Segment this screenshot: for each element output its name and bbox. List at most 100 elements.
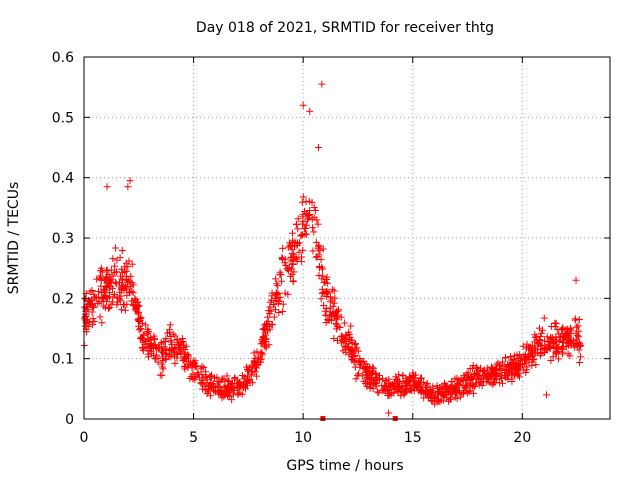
data-point	[90, 317, 98, 325]
data-point	[542, 345, 550, 353]
data-point	[466, 365, 474, 373]
data-point	[546, 342, 554, 350]
data-point	[111, 262, 119, 270]
data-point	[129, 301, 137, 309]
data-point	[572, 276, 580, 284]
data-point	[381, 387, 389, 395]
data-point	[167, 338, 175, 346]
data-point	[348, 346, 356, 354]
data-point	[98, 319, 106, 327]
data-point	[509, 364, 517, 372]
data-point	[330, 299, 338, 307]
data-point	[358, 372, 366, 380]
data-point	[554, 355, 562, 363]
data-point	[187, 373, 195, 381]
data-point	[341, 342, 349, 350]
data-point	[289, 256, 297, 264]
data-point	[319, 245, 327, 253]
y-tick-label: 0.5	[52, 110, 74, 126]
data-point	[314, 220, 322, 228]
data-point	[498, 374, 506, 382]
data-point	[463, 370, 471, 378]
data-point	[166, 321, 174, 329]
data-point	[304, 212, 312, 220]
data-point	[515, 357, 523, 365]
data-point	[469, 362, 477, 370]
data-point	[215, 383, 223, 391]
data-point	[181, 362, 189, 370]
data-point	[214, 378, 222, 386]
data-point	[315, 251, 323, 259]
data-point	[515, 373, 523, 381]
data-point	[238, 390, 246, 398]
data-point	[98, 268, 106, 276]
data-point	[121, 282, 129, 290]
data-point	[278, 254, 286, 262]
data-point	[469, 389, 477, 397]
data-point	[351, 340, 359, 348]
x-tick-label: 10	[294, 430, 312, 446]
data-point	[299, 213, 307, 221]
data-point	[248, 367, 256, 375]
data-point	[541, 337, 549, 345]
data-point	[162, 355, 170, 363]
data-point	[279, 255, 287, 263]
data-point	[423, 387, 431, 395]
data-point	[178, 335, 186, 343]
data-point	[121, 306, 129, 314]
data-point	[489, 380, 497, 388]
data-point	[431, 392, 439, 400]
data-point	[374, 388, 382, 396]
data-point	[353, 344, 361, 352]
data-point	[461, 384, 469, 392]
data-point	[303, 216, 311, 224]
data-point	[575, 327, 583, 335]
data-point	[400, 389, 408, 397]
data-point	[341, 336, 349, 344]
data-point	[126, 289, 134, 297]
data-point	[375, 372, 383, 380]
data-point	[502, 353, 510, 361]
data-point	[528, 356, 536, 364]
data-point	[192, 362, 200, 370]
data-point	[330, 335, 338, 343]
data-point	[298, 198, 306, 206]
data-point	[549, 353, 557, 361]
data-point	[519, 342, 527, 350]
data-point	[322, 287, 330, 295]
data-point	[91, 294, 99, 302]
data-point	[299, 220, 307, 228]
data-point	[551, 323, 559, 331]
data-point	[341, 319, 349, 327]
data-point	[386, 383, 394, 391]
data-point	[490, 366, 498, 374]
data-point	[328, 286, 336, 294]
x-axis-label: GPS time / hours	[286, 458, 403, 474]
data-point	[429, 387, 437, 395]
data-point	[363, 379, 371, 387]
data-point	[566, 352, 574, 360]
data-point	[576, 353, 584, 361]
data-point	[203, 373, 211, 381]
data-point	[332, 319, 340, 327]
data-point	[366, 383, 374, 391]
data-point	[275, 308, 283, 316]
data-point	[402, 379, 410, 387]
data-point	[347, 352, 355, 360]
data-point	[520, 352, 528, 360]
data-point	[496, 379, 504, 387]
data-point	[246, 364, 254, 372]
data-point	[345, 330, 353, 338]
data-point	[288, 270, 296, 278]
data-point	[101, 304, 109, 312]
data-point	[105, 305, 113, 313]
data-point	[88, 308, 96, 316]
data-point	[418, 386, 426, 394]
data-point	[197, 365, 205, 373]
data-point	[491, 369, 499, 377]
data-point	[111, 269, 119, 277]
data-point	[167, 336, 175, 344]
data-point	[276, 271, 284, 279]
data-point	[436, 398, 444, 406]
data-point	[382, 382, 390, 390]
